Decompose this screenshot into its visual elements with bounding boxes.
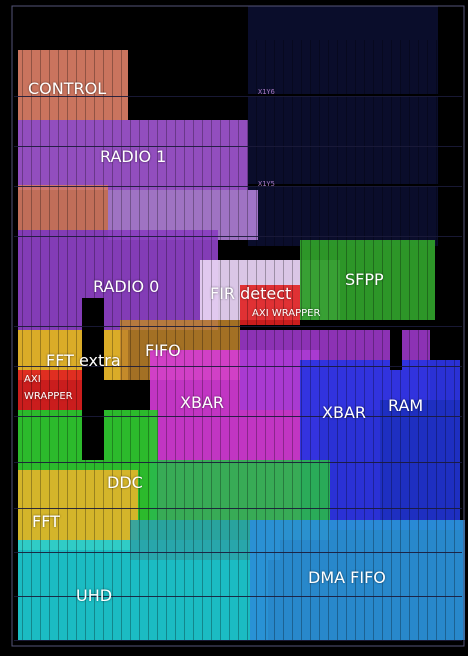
column-stripe — [418, 40, 419, 640]
region-line — [14, 326, 462, 327]
module-axi — [18, 370, 88, 410]
column-stripe — [22, 40, 23, 640]
module-control — [18, 50, 128, 120]
column-stripe — [319, 40, 320, 640]
label-ddc: DDC — [107, 473, 143, 492]
column-stripe — [40, 40, 41, 640]
region-line — [14, 552, 462, 553]
region-line — [14, 508, 462, 509]
label-fir-detect: FIR detect — [210, 284, 292, 303]
label-radio0: RADIO 0 — [93, 277, 160, 296]
column-stripe — [454, 40, 455, 640]
label-xbar-right: XBAR — [322, 403, 366, 422]
clock-region-panel — [248, 96, 438, 184]
column-stripe — [436, 40, 437, 640]
region-line — [14, 96, 462, 97]
clock-region-x1y6: X1Y6 — [258, 88, 275, 96]
column-stripe — [400, 40, 401, 640]
module-dma-fifo — [250, 520, 465, 640]
column-stripe — [328, 40, 329, 640]
column-stripe — [265, 40, 266, 640]
column-stripe — [49, 40, 50, 640]
module-axi — [240, 285, 300, 325]
label-sfpp: SFPP — [345, 270, 384, 289]
column-stripe — [31, 40, 32, 640]
column-stripe — [247, 40, 248, 640]
floorplan-frame — [11, 5, 465, 647]
column-stripe — [256, 40, 257, 640]
label-xbar-left: XBAR — [180, 393, 224, 412]
region-line — [14, 416, 462, 417]
module-radio1 — [18, 120, 248, 190]
column-stripe — [211, 40, 212, 640]
module-sfpp — [300, 240, 435, 320]
column-stripe — [364, 40, 365, 640]
column-stripe — [112, 40, 113, 640]
column-stripe — [391, 40, 392, 640]
region-line — [14, 366, 462, 367]
column-stripe — [94, 40, 95, 640]
label-uhd: UHD — [76, 586, 113, 605]
column-stripe — [58, 40, 59, 640]
column-stripe — [121, 40, 122, 640]
resource-column — [390, 320, 402, 370]
label-dma-fifo: DMA FIFO — [308, 568, 386, 587]
region-line — [14, 462, 462, 463]
label-axi-left-wrapper: WRAPPER — [24, 391, 73, 402]
column-stripe — [139, 40, 140, 640]
label-fft: FFT — [32, 512, 60, 531]
region-line — [14, 186, 462, 187]
module-fft — [18, 470, 138, 550]
label-radio1: RADIO 1 — [100, 147, 167, 166]
column-stripe — [355, 40, 356, 640]
column-stripe — [130, 40, 131, 640]
clock-region-panel — [248, 6, 438, 94]
column-stripe — [229, 40, 230, 640]
label-axi-wrapper-top: AXI WRAPPER — [252, 308, 321, 319]
column-stripe — [67, 40, 68, 640]
clock-region-x1y5: X1Y5 — [258, 180, 275, 188]
column-stripe — [445, 40, 446, 640]
column-stripe — [427, 40, 428, 640]
column-stripe — [346, 40, 347, 640]
column-stripe — [175, 40, 176, 640]
column-stripe — [103, 40, 104, 640]
column-stripe — [238, 40, 239, 640]
column-stripe — [409, 40, 410, 640]
column-stripe — [85, 40, 86, 640]
column-stripe — [301, 40, 302, 640]
label-ram: RAM — [388, 396, 424, 415]
column-stripe — [166, 40, 167, 640]
column-stripe — [274, 40, 275, 640]
module-control — [18, 185, 108, 230]
region-line — [14, 640, 462, 641]
label-fft-extra: FFT extra — [46, 351, 121, 370]
label-axi-left: AXI — [24, 374, 41, 385]
column-stripe — [193, 40, 194, 640]
region-line — [14, 146, 462, 147]
column-stripe — [373, 40, 374, 640]
column-stripe — [148, 40, 149, 640]
column-stripe — [202, 40, 203, 640]
region-line — [14, 596, 462, 597]
column-stripe — [310, 40, 311, 640]
column-stripe — [184, 40, 185, 640]
column-stripe — [76, 40, 77, 640]
module-radio0 — [18, 230, 218, 330]
column-stripe — [337, 40, 338, 640]
resource-column — [82, 298, 104, 460]
label-control: CONTROL — [28, 79, 107, 98]
region-line — [14, 236, 462, 237]
column-stripe — [292, 40, 293, 640]
column-stripe — [220, 40, 221, 640]
label-fifo: FIFO — [145, 341, 181, 360]
column-stripe — [157, 40, 158, 640]
column-stripe — [382, 40, 383, 640]
column-stripe — [283, 40, 284, 640]
